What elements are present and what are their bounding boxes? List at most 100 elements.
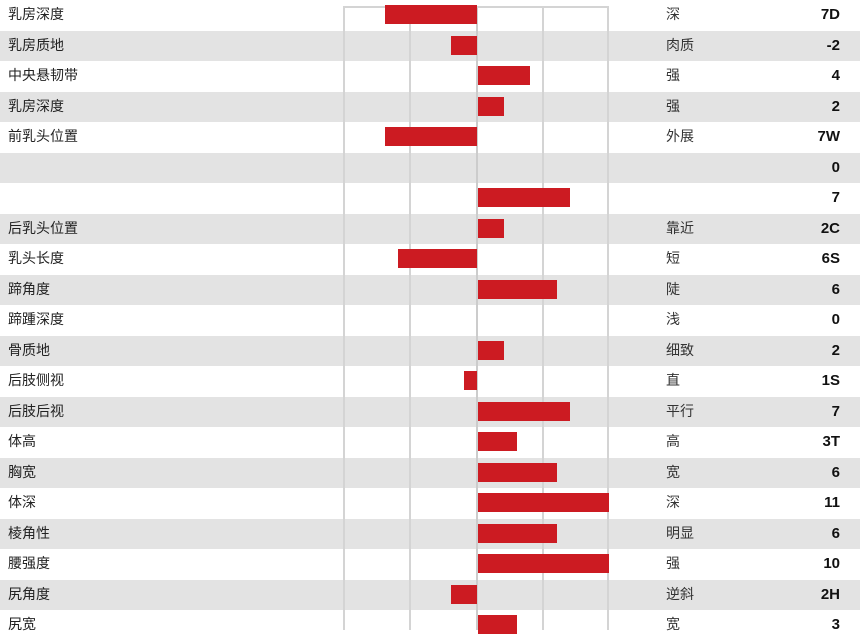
trait-code: 7: [831, 189, 840, 206]
table-row: 体高 高 3T: [0, 427, 860, 458]
trait-code: 11: [824, 494, 840, 511]
table-row: 中央悬韧带 强 4: [0, 61, 860, 92]
table-row: 胸宽 宽 6: [0, 457, 860, 488]
trait-code: 6: [831, 280, 840, 298]
trait-description: 短: [666, 251, 680, 267]
trait-bar: [478, 66, 531, 85]
trait-description: 强: [666, 68, 680, 84]
trait-code: 3: [831, 616, 840, 633]
trait-bar: [478, 340, 505, 360]
table-row: 后肢后视 平行 7: [0, 396, 860, 427]
trait-label: 后乳头位置: [8, 220, 78, 237]
trait-code: 2C: [820, 219, 840, 237]
table-row: 乳头长度 短 6S: [0, 244, 860, 275]
trait-bar: [478, 432, 518, 451]
trait-label: 后肢侧视: [8, 373, 64, 389]
trait-label: 蹄角度: [8, 281, 50, 298]
table-row: 骨质地 细致 2: [0, 335, 860, 366]
table-row: 棱角性 明显 6: [0, 518, 860, 549]
trait-label: 尻角度: [8, 586, 50, 603]
trait-description: 深: [666, 495, 680, 511]
trait-code: 2: [831, 341, 840, 359]
trait-code: 10: [823, 555, 840, 572]
trait-bar: [478, 462, 557, 482]
table-row: 0: [0, 152, 860, 183]
trait-description: 强: [666, 98, 680, 115]
trait-label: 乳房质地: [8, 37, 64, 54]
trait-bar: [450, 584, 477, 604]
table-row: 体深 深 11: [0, 488, 860, 519]
table-row: 腰强度 强 10: [0, 549, 860, 580]
trait-label: 中央悬韧带: [8, 68, 78, 84]
trait-label: 前乳头位置: [8, 129, 78, 145]
table-row: 后乳头位置 靠近 2C: [0, 213, 860, 244]
trait-label: 乳房深度: [8, 7, 64, 23]
trait-description: 外展: [666, 129, 694, 145]
trait-bar: [398, 249, 477, 268]
table-row: 乳房深度 强 2: [0, 91, 860, 122]
trait-code: 6: [831, 463, 840, 481]
trait-code: -2: [826, 36, 840, 54]
trait-bar: [463, 371, 477, 390]
trait-label: 尻宽: [8, 617, 36, 633]
trait-description: 陡: [666, 281, 680, 298]
trait-description: 宽: [666, 464, 680, 481]
trait-bar: [478, 96, 505, 116]
trait-label: 棱角性: [8, 525, 50, 542]
trait-label: 胸宽: [8, 464, 36, 481]
trait-description: 逆斜: [666, 586, 694, 603]
table-row: 乳房质地 肉质 -2: [0, 30, 860, 61]
trait-bar: [478, 554, 609, 573]
trait-code: 0: [831, 311, 840, 328]
trait-description: 宽: [666, 617, 680, 633]
trait-code: 7W: [817, 128, 841, 145]
trait-bar: [478, 218, 505, 238]
trait-code: 7D: [820, 6, 840, 23]
trait-code: 6: [831, 524, 840, 542]
trait-bar: [385, 127, 477, 146]
trait-code: 3T: [822, 433, 840, 450]
trait-code: 6S: [821, 250, 840, 267]
trait-label: 蹄踵深度: [8, 312, 64, 328]
table-row: 尻宽 宽 3: [0, 610, 860, 641]
trait-code: 4: [831, 67, 840, 84]
grid-line: [542, 6, 544, 630]
trait-description: 细致: [666, 342, 694, 359]
trait-code: 1S: [821, 372, 840, 389]
grid-line: [409, 6, 411, 630]
trait-description: 肉质: [666, 37, 694, 54]
trait-description: 靠近: [666, 220, 694, 237]
trait-description: 强: [666, 556, 680, 572]
trait-description: 平行: [666, 403, 694, 420]
table-row: 尻角度 逆斜 2H: [0, 579, 860, 610]
grid-line: [607, 6, 609, 630]
trait-label: 骨质地: [8, 342, 50, 359]
trait-description: 浅: [666, 312, 680, 328]
trait-bar: [450, 35, 477, 55]
trait-bar: [478, 279, 557, 299]
trait-bar: [478, 401, 570, 421]
trait-code: 2: [831, 97, 840, 115]
trait-description: 明显: [666, 525, 694, 542]
trait-label: 体深: [8, 495, 36, 511]
table-row: 7: [0, 183, 860, 214]
table-row: 后肢侧视 直 1S: [0, 366, 860, 397]
table-row: 蹄角度 陡 6: [0, 274, 860, 305]
trait-description: 深: [666, 7, 680, 23]
grid-line: [343, 6, 345, 630]
trait-bar: [478, 523, 557, 543]
table-row: 蹄踵深度 浅 0: [0, 305, 860, 336]
trait-code: 2H: [820, 585, 840, 603]
table-row: 乳房深度 深 7D: [0, 0, 860, 31]
trait-label: 体高: [8, 434, 36, 450]
trait-bar: [478, 615, 518, 634]
trait-code: 7: [831, 402, 840, 420]
table-row: 前乳头位置 外展 7W: [0, 122, 860, 153]
trait-code: 0: [831, 158, 840, 176]
trait-label: 后肢后视: [8, 403, 64, 420]
trait-label: 腰强度: [8, 556, 50, 572]
trait-description: 高: [666, 434, 680, 450]
trait-bar: [478, 188, 570, 207]
trait-bar: [385, 5, 477, 24]
